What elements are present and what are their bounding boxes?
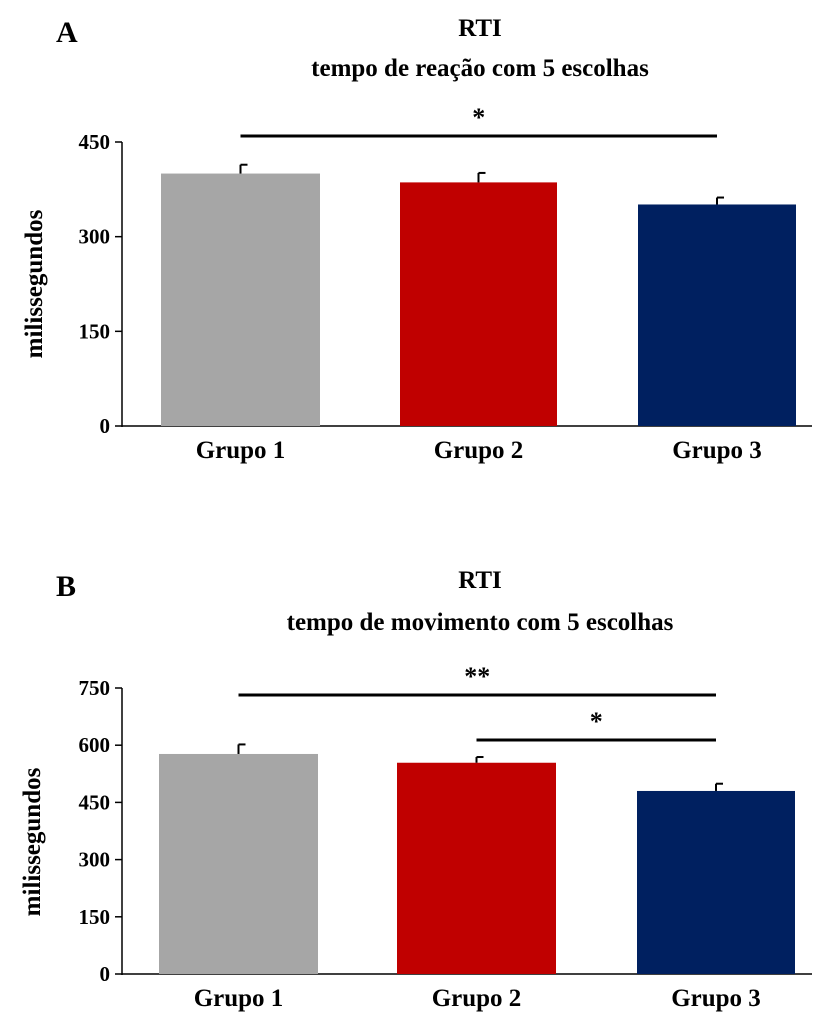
bar-3 (637, 790, 795, 974)
y-axis-label-b: milissegundos (19, 767, 46, 916)
chart-subtitle-a: tempo de reação com 5 escolhas (311, 55, 649, 82)
category-label: Grupo 3 (672, 437, 762, 464)
bar-2 (397, 762, 556, 974)
y-tick-label: 300 (79, 848, 111, 872)
bar-2 (400, 182, 557, 426)
y-tick-label: 750 (79, 676, 111, 700)
y-tick-label: 600 (79, 733, 111, 757)
y-tick-label: 0 (100, 962, 111, 986)
category-label: Grupo 2 (434, 437, 524, 464)
bar-chart-a: A RTI tempo de reação com 5 escolhas mil… (21, 15, 812, 464)
y-tick-label: 450 (79, 790, 111, 814)
category-label: Grupo 1 (196, 437, 286, 464)
bar-1 (159, 753, 318, 974)
panel-label-b: B (56, 570, 76, 603)
chart-title-a: RTI (458, 15, 502, 42)
bar-1 (161, 173, 320, 426)
chart-subtitle-b: tempo de movimento com 5 escolhas (287, 609, 674, 636)
category-label: Grupo 2 (432, 985, 522, 1012)
category-label: Grupo 3 (671, 985, 761, 1012)
y-tick-label: 150 (79, 319, 111, 343)
bar-chart-b: B RTI tempo de movimento com 5 escolhas … (19, 567, 812, 1012)
chart-title-b: RTI (458, 567, 502, 594)
panel-label-a: A (56, 16, 78, 49)
bar-3 (638, 204, 796, 426)
chart-panel-b: B RTI tempo de movimento com 5 escolhas … (0, 540, 823, 1014)
significance-label: * (590, 707, 603, 736)
category-label: Grupo 1 (194, 985, 284, 1012)
significance-label: * (472, 103, 485, 132)
significance-label: ** (464, 662, 490, 691)
y-tick-label: 450 (79, 130, 111, 154)
y-tick-label: 0 (100, 414, 111, 438)
chart-panel-a: A RTI tempo de reação com 5 escolhas mil… (0, 0, 823, 500)
y-axis-label-a: milissegundos (21, 209, 48, 358)
y-tick-label: 150 (79, 905, 111, 929)
y-tick-label: 300 (79, 225, 111, 249)
